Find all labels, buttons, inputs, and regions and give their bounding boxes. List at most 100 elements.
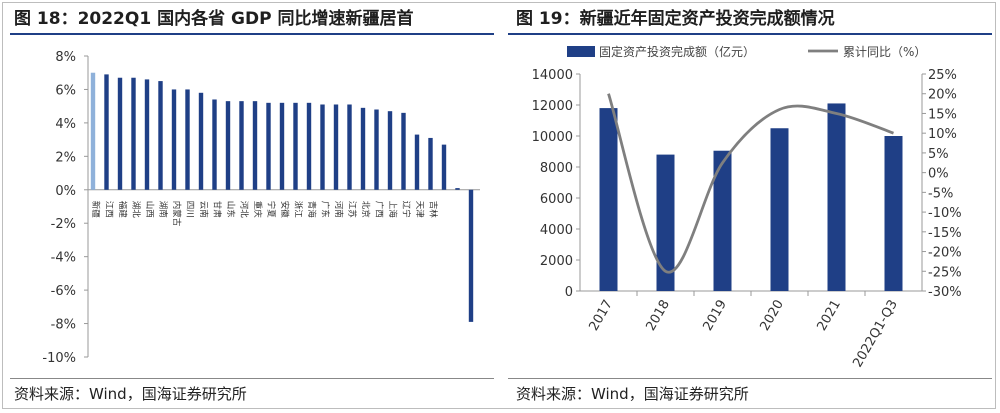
left-x-tick-label: 内蒙古 — [171, 201, 182, 227]
right-yoy-line — [607, 93, 894, 274]
right-source-rule — [508, 378, 992, 379]
left-bar — [158, 81, 163, 190]
left-bar — [414, 134, 420, 190]
right-right-tick-label: -15% — [928, 226, 962, 241]
left-y-tick-label: -2% — [51, 217, 76, 232]
right-right-tick-label: -10% — [928, 206, 962, 221]
right-x-tick-label: 2017 — [586, 298, 616, 334]
left-y-tick-label: 2% — [55, 150, 76, 165]
left-bar — [401, 112, 406, 190]
left-x-tick-label: 天津 — [414, 201, 425, 219]
right-left-tick-label: 8000 — [540, 161, 573, 176]
left-bar — [347, 104, 352, 190]
right-left-tick-label: 12000 — [532, 99, 573, 114]
left-x-tick-label: 广东 — [320, 201, 331, 218]
right-left-tick-label: 14000 — [532, 68, 573, 83]
left-bar — [360, 107, 366, 190]
right-right-tick-label: -30% — [928, 285, 962, 300]
left-x-tick-label: 山东 — [225, 201, 236, 218]
right-x-tick-label: 2022Q1-Q3 — [850, 298, 901, 371]
legend-bar-swatch — [567, 46, 595, 57]
left-y-tick-label: 0% — [55, 184, 76, 199]
right-bar — [827, 103, 846, 291]
left-bar — [198, 92, 204, 190]
left-bar — [266, 102, 271, 190]
left-x-tick-label: 广西 — [374, 201, 385, 218]
left-y-tick-label: -10% — [42, 351, 76, 366]
right-right-tick-label: -5% — [928, 186, 953, 201]
left-bar — [320, 104, 325, 190]
left-y-tick-label: -8% — [51, 318, 76, 333]
right-right-tick-label: 0% — [928, 167, 949, 182]
left-bar — [252, 101, 258, 190]
left-bar — [212, 99, 217, 190]
left-y-tick-label: -6% — [51, 284, 76, 299]
right-source-note: 资料来源：Wind，国海证券研究所 — [516, 385, 749, 403]
left-x-tick-label: 河北 — [239, 201, 250, 219]
left-x-tick-label: 重庆 — [252, 201, 263, 219]
left-x-tick-label: 吉林 — [428, 201, 439, 219]
left-y-tick-label: 8% — [55, 50, 76, 65]
right-x-tick-label: 2020 — [757, 298, 787, 334]
left-bar — [293, 102, 298, 190]
left-x-tick-label: 宁夏 — [266, 201, 277, 219]
left-bar — [144, 79, 150, 190]
right-bar — [884, 136, 903, 291]
left-x-tick-label: 河南 — [333, 201, 344, 218]
left-source-rule — [10, 378, 494, 379]
left-bar — [387, 111, 393, 190]
right-bar — [599, 108, 618, 291]
left-x-tick-label: 甘肃 — [212, 201, 223, 219]
left-bar — [90, 72, 96, 190]
left-y-tick-label: 4% — [55, 117, 76, 132]
right-right-tick-label: 25% — [928, 68, 957, 83]
left-x-tick-label: 青海 — [306, 201, 317, 219]
left-x-tick-label: 安徽 — [279, 201, 290, 219]
left-x-tick-label: 江西 — [104, 201, 114, 218]
left-title-rule — [10, 33, 494, 35]
right-left-tick-label: 2000 — [540, 254, 573, 269]
left-chart-title: 图 18：2022Q1 国内各省 GDP 同比增速新疆居首 — [14, 9, 414, 29]
right-left-tick-label: 0 — [565, 285, 573, 300]
right-right-tick-label: 10% — [928, 127, 957, 142]
right-right-tick-label: -20% — [928, 246, 962, 261]
left-source-note: 资料来源：Wind，国海证券研究所 — [14, 385, 247, 403]
left-bar — [374, 109, 379, 190]
right-right-tick-label: 5% — [928, 147, 949, 162]
legend-line-label: 累计同比（%） — [843, 45, 926, 59]
left-bar — [441, 144, 447, 190]
left-y-tick-label: -4% — [51, 251, 76, 266]
left-bar — [131, 77, 136, 190]
right-bar — [656, 154, 675, 291]
left-x-tick-label: 四川 — [185, 201, 195, 218]
right-bar — [770, 128, 789, 291]
left-bar — [239, 101, 244, 190]
right-right-tick-label: 20% — [928, 88, 957, 103]
left-x-tick-label: 北京 — [360, 201, 371, 218]
right-bar — [713, 150, 732, 291]
legend-bar-label: 固定资产投资完成额（亿元） — [599, 44, 755, 59]
right-left-tick-label: 6000 — [540, 192, 573, 207]
left-x-tick-label: 云南 — [198, 201, 209, 218]
left-x-tick-label: 浙江 — [293, 201, 304, 219]
left-x-tick-label: 新疆 — [90, 201, 101, 219]
left-bar — [225, 101, 231, 190]
right-x-tick-label: 2018 — [643, 298, 673, 334]
left-x-tick-label: 山西 — [144, 201, 155, 218]
left-bar — [117, 77, 123, 190]
left-bar — [306, 102, 312, 190]
right-chart-title: 图 19：新疆近年固定资产投资完成额情况 — [516, 9, 835, 29]
right-left-tick-label: 10000 — [532, 130, 573, 145]
left-bar — [185, 89, 190, 190]
right-x-tick-label: 2021 — [814, 298, 844, 334]
left-x-tick-label: 福建 — [117, 201, 128, 219]
left-x-tick-label: 湖南 — [158, 201, 169, 218]
left-bar — [104, 74, 109, 190]
left-x-tick-label: 湖北 — [131, 201, 141, 219]
left-x-tick-label: 上海 — [387, 201, 398, 219]
right-title-rule — [508, 33, 992, 35]
left-bar — [171, 89, 177, 190]
figure-frame — [2, 2, 996, 409]
left-bar — [468, 189, 474, 322]
